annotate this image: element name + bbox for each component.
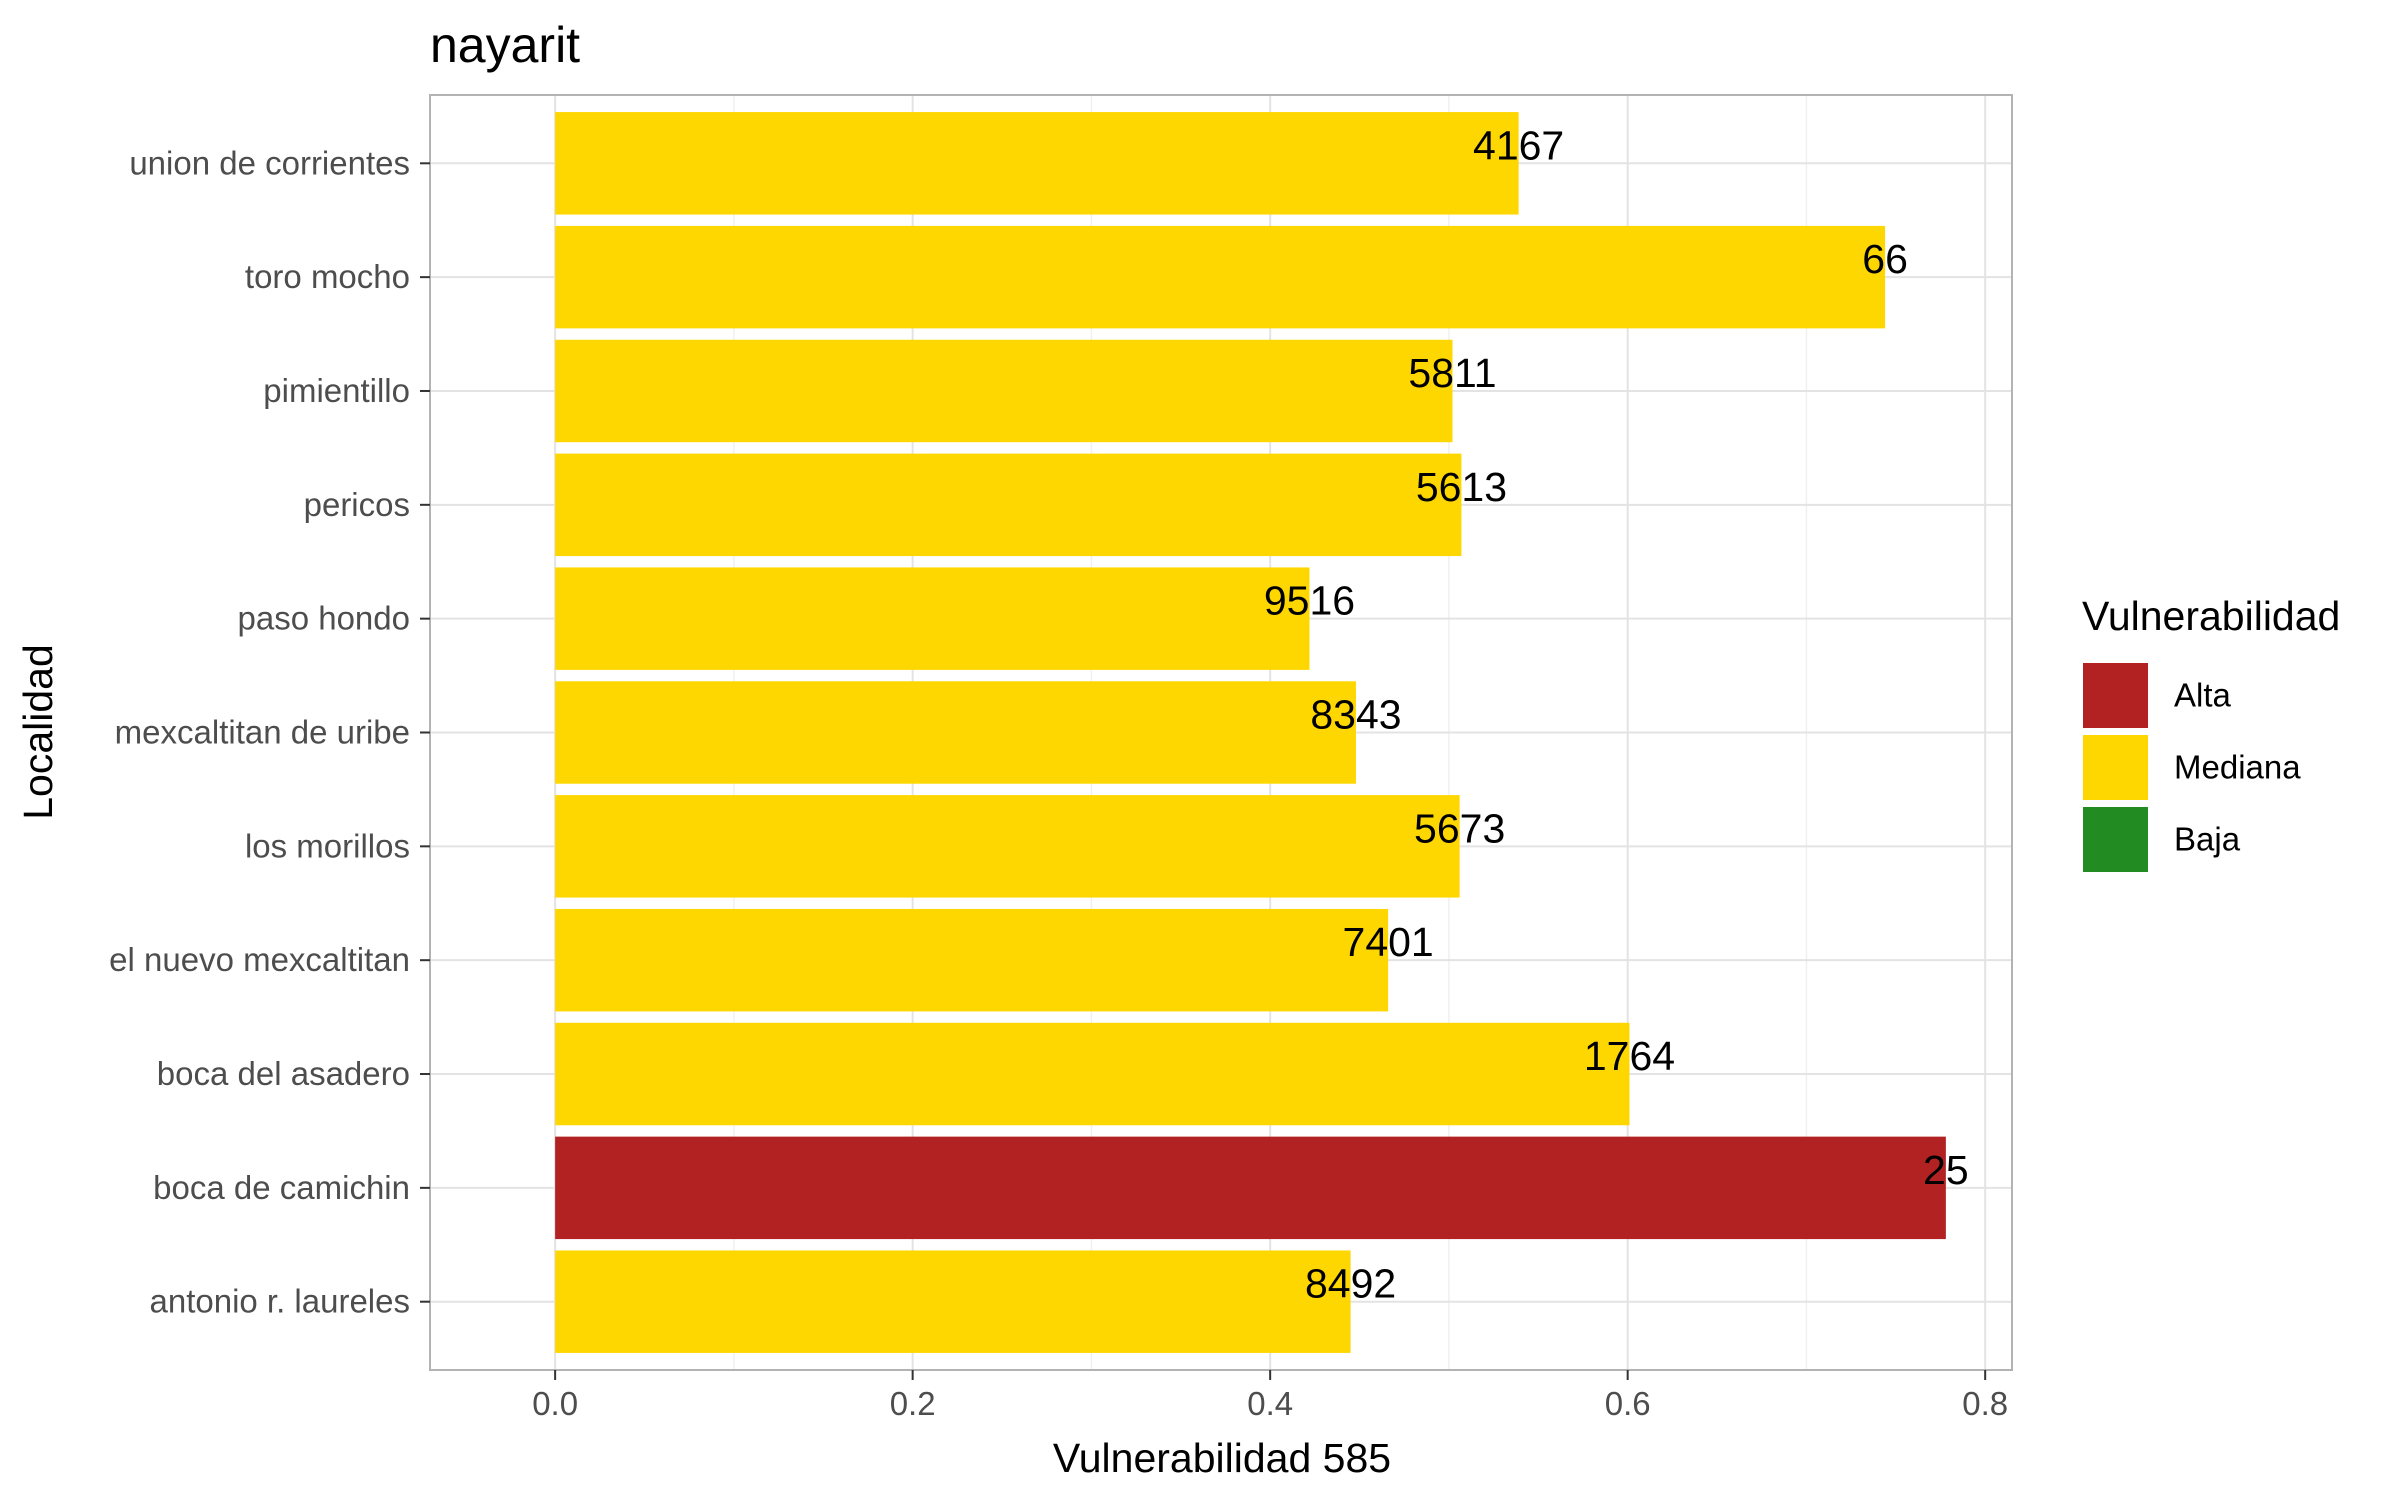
legend-label-alta: Alta [2174,677,2232,714]
legend-label-mediana: Mediana [2174,749,2301,786]
data-label: 5811 [1408,350,1496,396]
y-tick-label: antonio r. laureles [149,1283,410,1320]
bar-los-morillos [555,795,1460,898]
x-tick-label: 0.0 [532,1385,578,1422]
data-label: 9516 [1264,578,1355,624]
data-label: 66 [1862,236,1908,282]
bar-mexcaltitan-de-uribe [555,681,1356,784]
y-axis-title: Localidad [15,644,61,820]
data-label: 5673 [1414,805,1505,851]
y-tick-label: el nuevo mexcaltitan [109,941,410,978]
legend-title: Vulnerabilidad [2082,593,2340,639]
data-label: 8343 [1310,692,1401,738]
data-label: 7401 [1343,919,1434,965]
data-label: 5613 [1416,464,1507,510]
chart-title: nayarit [430,17,580,73]
legend-key-alta [2081,661,2150,730]
bar-toro-mocho [555,225,1886,329]
bar-boca-del-asadero [555,1022,1630,1126]
y-tick-label: boca de camichin [153,1169,410,1206]
legend-key-mediana [2081,733,2150,802]
y-tick-label: pericos [304,486,410,523]
legend: Vulnerabilidad Alta Mediana Baja [2081,593,2340,874]
legend-label-baja: Baja [2174,821,2241,858]
bar-union-de-corrientes [555,112,1519,215]
y-tick-label: union de corrientes [129,144,410,181]
y-tick-label: toro mocho [245,258,410,295]
legend-key-baja [2081,805,2150,874]
x-axis-title: Vulnerabilidad 585 [1053,1435,1391,1481]
bar-pericos [555,453,1462,557]
x-tick-label: 0.8 [1962,1385,2008,1422]
x-tick-label: 0.2 [890,1385,936,1422]
bar-antonio-r-laureles [555,1250,1351,1353]
x-tick-label: 0.6 [1605,1385,1651,1422]
x-tick-label: 0.4 [1247,1385,1293,1422]
y-tick-label: mexcaltitan de uribe [115,714,410,751]
data-label: 25 [1923,1147,1969,1193]
bar-pimientillo [555,339,1453,443]
bar-boca-de-camichin [555,1136,1946,1240]
data-label: 4167 [1473,122,1564,168]
plot-area: 4167 66 5811 5613 9516 8343 5673 7401 1764 25 8492… [109,94,2013,1422]
bar-paso-hondo [555,567,1310,670]
bar-el-nuevo-mexcaltitan [555,908,1389,1012]
data-label: 1764 [1584,1033,1675,1079]
data-label: 8492 [1305,1261,1396,1307]
y-tick-label: paso hondo [238,600,411,637]
y-tick-label: boca del asadero [157,1055,410,1092]
y-tick-label: los morillos [245,827,410,864]
y-tick-label: pimientillo [263,372,410,409]
